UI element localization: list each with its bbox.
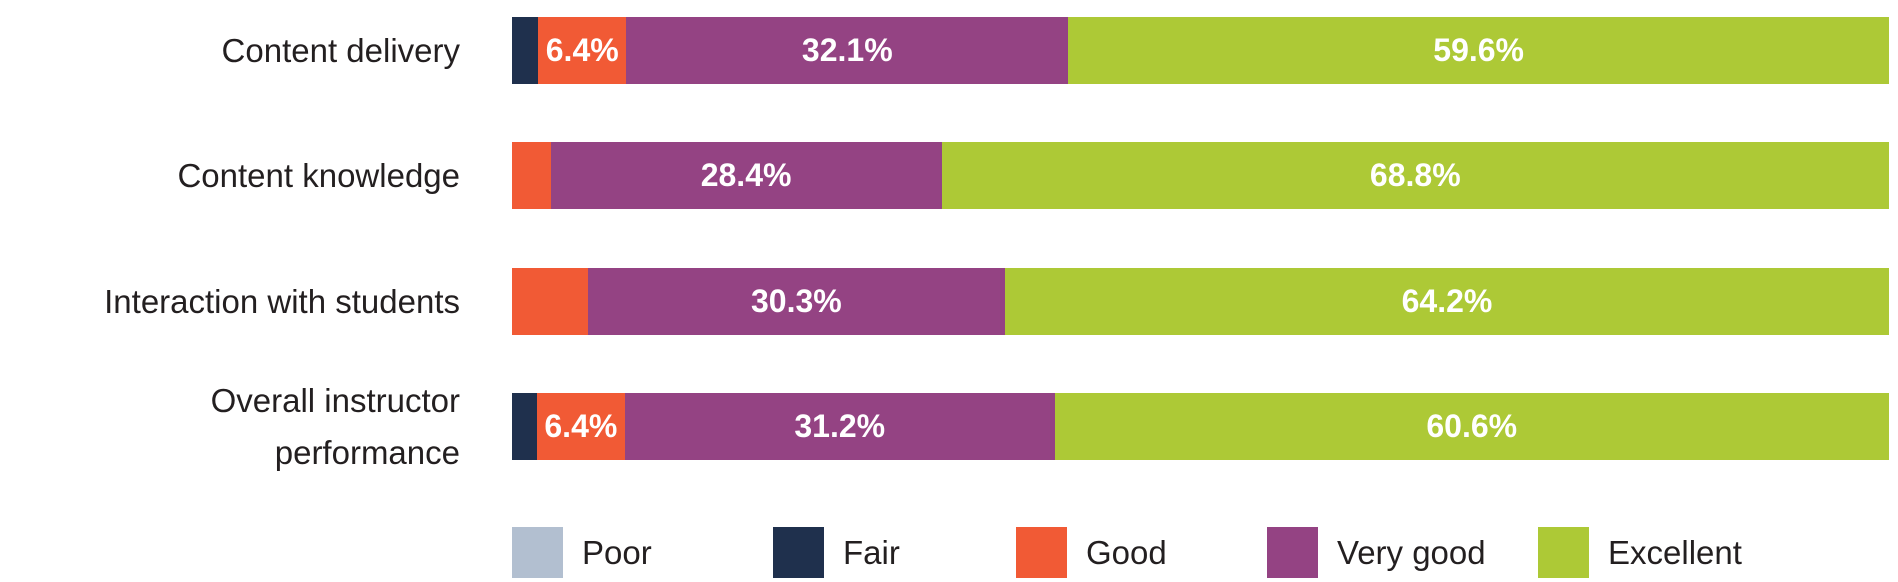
bar-segment-excellent: 68.8% bbox=[941, 142, 1889, 209]
legend-swatch-icon bbox=[773, 527, 824, 578]
legend-item-good: Good bbox=[1016, 527, 1167, 578]
bar-segment-good: 6.4% bbox=[538, 17, 627, 84]
bar-segment-very-good: 32.1% bbox=[626, 17, 1069, 84]
legend-item-poor: Poor bbox=[512, 527, 652, 578]
data-label: 31.2% bbox=[794, 408, 886, 444]
bar-segment-excellent: 60.6% bbox=[1054, 393, 1889, 460]
data-label: 59.6% bbox=[1433, 32, 1524, 68]
bar-segment-very-good: 28.4% bbox=[550, 142, 942, 209]
stacked-bar: 30.3% 64.2% bbox=[512, 268, 1889, 335]
category-label-line: Content delivery bbox=[221, 31, 460, 69]
legend-label: Fair bbox=[843, 533, 900, 571]
category-label: Interaction with students bbox=[0, 276, 460, 328]
bar-segment-fair bbox=[512, 393, 537, 460]
stacked-bar: 6.4% 31.2% 60.6% bbox=[512, 393, 1889, 460]
data-label: 60.6% bbox=[1426, 408, 1518, 444]
legend-swatch-icon bbox=[512, 527, 563, 578]
legend-item-fair: Fair bbox=[773, 527, 900, 578]
bar-segment-good bbox=[512, 268, 588, 335]
legend-swatch-icon bbox=[1538, 527, 1589, 578]
legend-label: Very good bbox=[1337, 533, 1486, 571]
legend-label: Excellent bbox=[1608, 533, 1742, 571]
data-label: 28.4% bbox=[700, 157, 792, 193]
legend-swatch-icon bbox=[1016, 527, 1067, 578]
bar-segment-excellent: 64.2% bbox=[1004, 268, 1889, 335]
legend-item-excellent: Excellent bbox=[1538, 527, 1742, 578]
bar-segment-excellent: 59.6% bbox=[1068, 17, 1889, 84]
legend-item-very-good: Very good bbox=[1267, 527, 1486, 578]
legend-label: Poor bbox=[582, 533, 652, 571]
bar-segment-very-good: 30.3% bbox=[587, 268, 1005, 335]
legend-swatch-icon bbox=[1267, 527, 1318, 578]
bar-segment-good bbox=[512, 142, 551, 209]
stacked-bar: 6.4% 32.1% 59.6% bbox=[512, 17, 1889, 84]
stacked-bar: 28.4% 68.8% bbox=[512, 142, 1889, 209]
category-label: Content delivery bbox=[0, 25, 460, 77]
category-label-line: performance bbox=[274, 433, 460, 471]
bar-segment-good: 6.4% bbox=[536, 393, 625, 460]
bar-segment-very-good: 31.2% bbox=[624, 393, 1055, 460]
legend-label: Good bbox=[1086, 533, 1167, 571]
data-label: 32.1% bbox=[801, 32, 893, 68]
data-label: 6.4% bbox=[545, 32, 619, 68]
category-label-line: Content knowledge bbox=[177, 156, 460, 194]
data-label: 6.4% bbox=[544, 408, 618, 444]
bar-segment-fair bbox=[512, 17, 539, 84]
category-label-line: Overall instructor bbox=[210, 381, 460, 419]
data-label: 64.2% bbox=[1401, 283, 1493, 319]
category-label: Overall instructor performance bbox=[0, 375, 460, 479]
category-label-line: Interaction with students bbox=[104, 282, 460, 320]
category-label: Content knowledge bbox=[0, 150, 460, 202]
data-label: 30.3% bbox=[750, 283, 842, 319]
data-label: 68.8% bbox=[1369, 157, 1461, 193]
